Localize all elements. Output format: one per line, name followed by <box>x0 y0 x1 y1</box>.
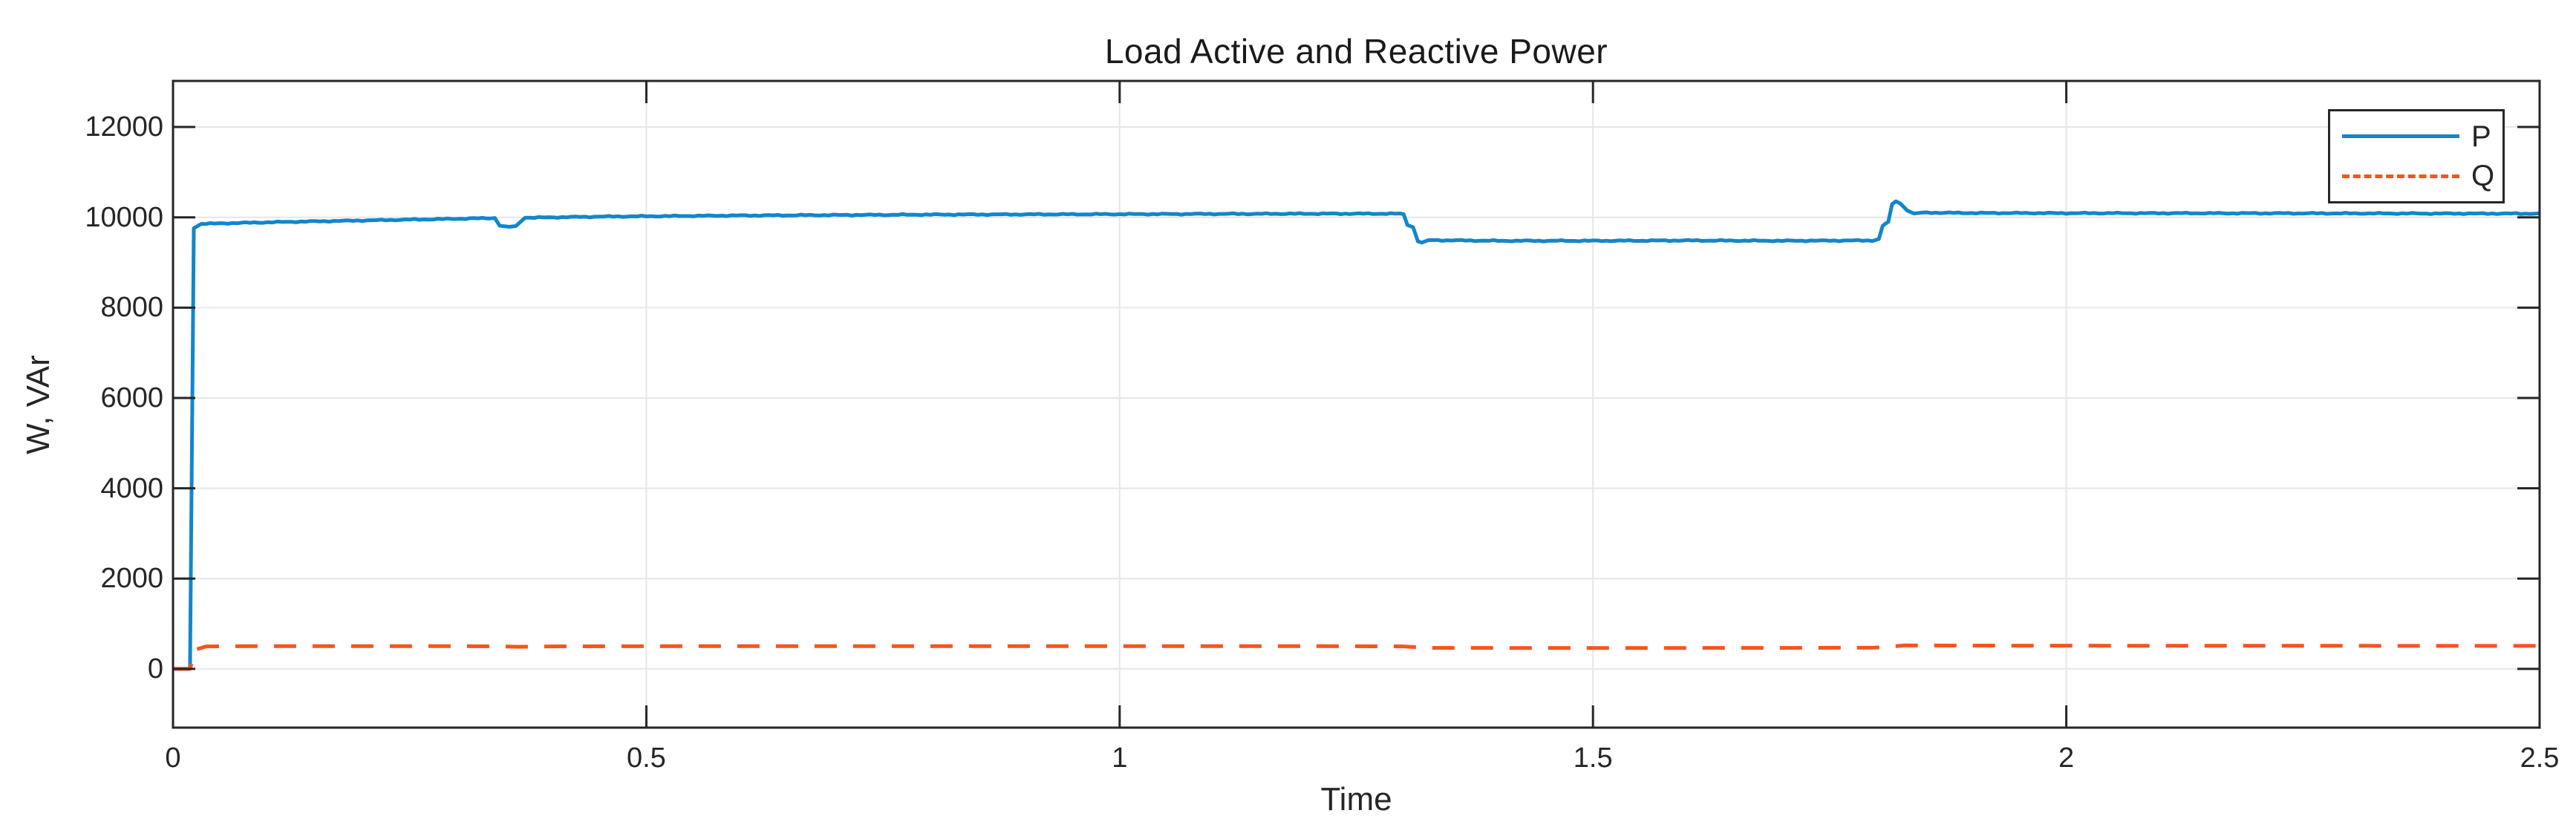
axes-border <box>172 79 2541 729</box>
x-tick-label: 1 <box>1112 742 1128 774</box>
p-series-line <box>173 199 2540 671</box>
chart-title: Load Active and Reactive Power <box>1104 32 1608 71</box>
q-series-line <box>173 643 2540 671</box>
x-tick-label: 1.5 <box>1573 742 1613 774</box>
x-axis-label: Time <box>1320 781 1392 817</box>
x-tick-label: 0 <box>165 742 181 774</box>
legend-item-q: Q <box>2330 161 2502 191</box>
legend-label-q: Q <box>2471 160 2495 193</box>
y-tick-label: 10000 <box>85 201 163 233</box>
legend-item-p: P <box>2330 122 2502 151</box>
y-tick-label: 6000 <box>100 382 163 414</box>
legend-line-sample-q <box>2342 174 2459 178</box>
y-tick-label: 8000 <box>100 292 163 324</box>
y-tick-label: 4000 <box>100 472 163 504</box>
y-tick-label: 2000 <box>100 563 163 595</box>
legend-label-p: P <box>2471 120 2491 153</box>
y-tick-label: 12000 <box>85 111 163 143</box>
x-tick-label: 0.5 <box>626 742 666 774</box>
legend-line-sample-p <box>2342 134 2459 139</box>
x-tick-label: 2 <box>2058 742 2075 774</box>
legend: P Q <box>2328 109 2505 203</box>
x-tick-label: 2.5 <box>2520 742 2560 774</box>
y-tick-label: 0 <box>147 653 163 685</box>
